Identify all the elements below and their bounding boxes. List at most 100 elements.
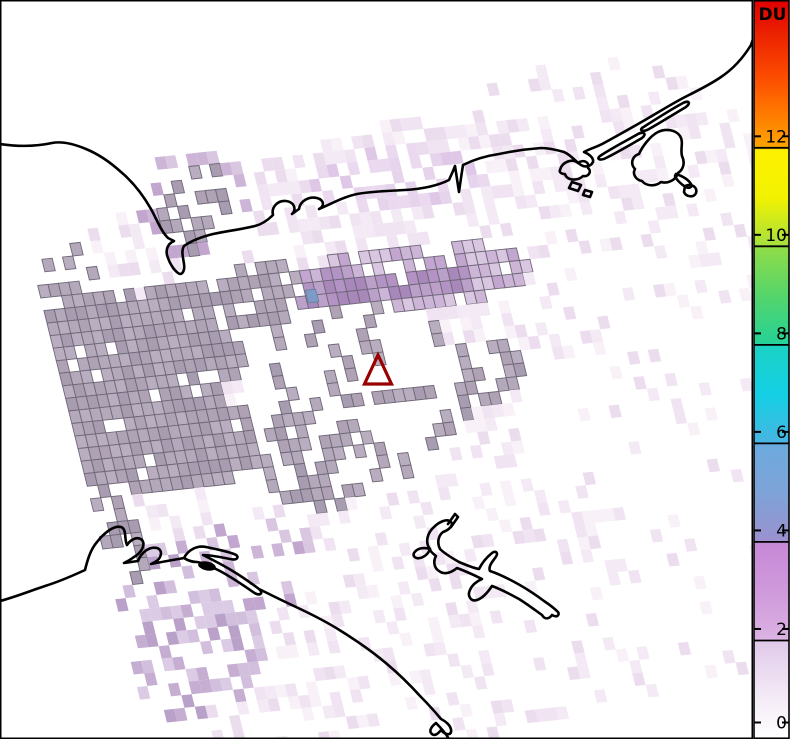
data-pixel bbox=[335, 201, 349, 216]
data-pixel bbox=[220, 381, 235, 395]
coastline-branched-lake bbox=[412, 512, 560, 620]
data-pixel bbox=[704, 149, 719, 164]
data-pixel bbox=[134, 634, 149, 649]
data-pixel bbox=[188, 680, 202, 695]
data-pixel bbox=[311, 319, 326, 334]
data-pixel bbox=[653, 245, 668, 259]
data-pixel bbox=[315, 164, 330, 179]
data-pixel bbox=[200, 511, 214, 526]
data-pixel bbox=[480, 186, 494, 200]
data-pixel bbox=[450, 150, 464, 165]
data-pixel bbox=[438, 190, 453, 205]
data-pixel bbox=[391, 169, 405, 184]
data-pixel bbox=[285, 386, 300, 402]
data-pixel bbox=[253, 171, 268, 186]
data-pixel bbox=[685, 113, 699, 127]
data-pixel bbox=[498, 519, 513, 533]
data-pixel bbox=[127, 262, 142, 276]
data-pixel bbox=[593, 689, 608, 703]
data-pixel bbox=[466, 303, 481, 318]
data-pixel bbox=[170, 605, 184, 619]
data-pixel bbox=[172, 527, 186, 542]
data-pixel bbox=[602, 508, 616, 522]
volcano-triangle-icon bbox=[361, 351, 395, 386]
data-pixel bbox=[287, 180, 302, 195]
data-pixel bbox=[695, 240, 709, 255]
data-pixel bbox=[537, 115, 551, 130]
data-pixel bbox=[306, 513, 320, 528]
data-pixel bbox=[317, 731, 331, 739]
data-pixel bbox=[323, 537, 337, 552]
data-pixel bbox=[484, 160, 498, 174]
data-pixel bbox=[218, 200, 233, 216]
data-pixel bbox=[344, 367, 359, 382]
data-pixel bbox=[167, 682, 182, 697]
data-pixel bbox=[306, 642, 320, 656]
data-pixel bbox=[332, 704, 346, 718]
data-pixel bbox=[333, 665, 347, 679]
data-pixel bbox=[452, 717, 466, 731]
data-pixel bbox=[628, 441, 642, 455]
data-pixel bbox=[87, 227, 101, 242]
data-pixel bbox=[309, 526, 323, 540]
data-pixel bbox=[145, 247, 159, 261]
data-pixel bbox=[572, 86, 586, 100]
data-pixel bbox=[211, 729, 225, 739]
data-pixel bbox=[594, 174, 608, 188]
data-pixel bbox=[324, 627, 338, 642]
data-pixel bbox=[428, 578, 442, 592]
data-pixel bbox=[690, 305, 704, 320]
data-pixel bbox=[564, 267, 578, 282]
data-pixel bbox=[381, 647, 396, 661]
data-pixel bbox=[302, 539, 316, 554]
data-pixel bbox=[459, 317, 473, 331]
data-pixel bbox=[446, 692, 460, 706]
data-pixel bbox=[429, 152, 443, 167]
data-pixel bbox=[390, 594, 404, 609]
data-pixel bbox=[686, 203, 700, 217]
data-pixel bbox=[575, 485, 589, 499]
data-pixel bbox=[164, 155, 179, 169]
data-pixel bbox=[413, 515, 427, 529]
data-pixel bbox=[720, 212, 734, 227]
data-pixel bbox=[165, 631, 180, 646]
data-pixel bbox=[544, 231, 558, 245]
data-pixel bbox=[612, 507, 626, 521]
data-pixel bbox=[619, 107, 634, 121]
data-pixel bbox=[607, 56, 621, 71]
data-pixel bbox=[407, 193, 422, 208]
colorbar-tick-label: 12 bbox=[765, 127, 787, 147]
data-pixel bbox=[269, 620, 283, 635]
coast-fill-blob bbox=[198, 561, 216, 571]
data-pixel bbox=[471, 366, 486, 382]
data-pixel bbox=[348, 212, 363, 227]
data-pixel bbox=[148, 259, 162, 274]
data-pixel bbox=[69, 241, 84, 257]
data-pixel bbox=[531, 567, 546, 581]
data-pixel bbox=[312, 667, 327, 682]
data-pixel bbox=[372, 609, 387, 624]
data-pixel bbox=[195, 666, 210, 681]
data-pixel bbox=[555, 706, 570, 720]
data-pixel bbox=[397, 194, 411, 209]
data-pixel bbox=[271, 156, 285, 171]
colorbar-tick-labels: 12 10 8 6 4 2 0 bbox=[765, 127, 787, 733]
data-pixel bbox=[174, 707, 188, 722]
data-pixel bbox=[463, 548, 478, 563]
data-pixel bbox=[477, 173, 491, 188]
data-pixel bbox=[316, 512, 331, 527]
data-pixel bbox=[90, 240, 104, 254]
data-pixel bbox=[271, 543, 285, 557]
data-pixel bbox=[478, 134, 492, 149]
data-pixel bbox=[356, 714, 370, 728]
data-pixel bbox=[571, 511, 585, 526]
data-pixel bbox=[436, 139, 451, 153]
data-pixel bbox=[244, 648, 258, 663]
data-pixel bbox=[327, 640, 341, 654]
data-pixel bbox=[511, 182, 525, 197]
data-pixel bbox=[233, 173, 247, 188]
data-pixel bbox=[130, 660, 145, 675]
data-pixel bbox=[364, 146, 378, 161]
volcano-marker-icon bbox=[361, 351, 395, 386]
data-pixel bbox=[117, 263, 131, 277]
